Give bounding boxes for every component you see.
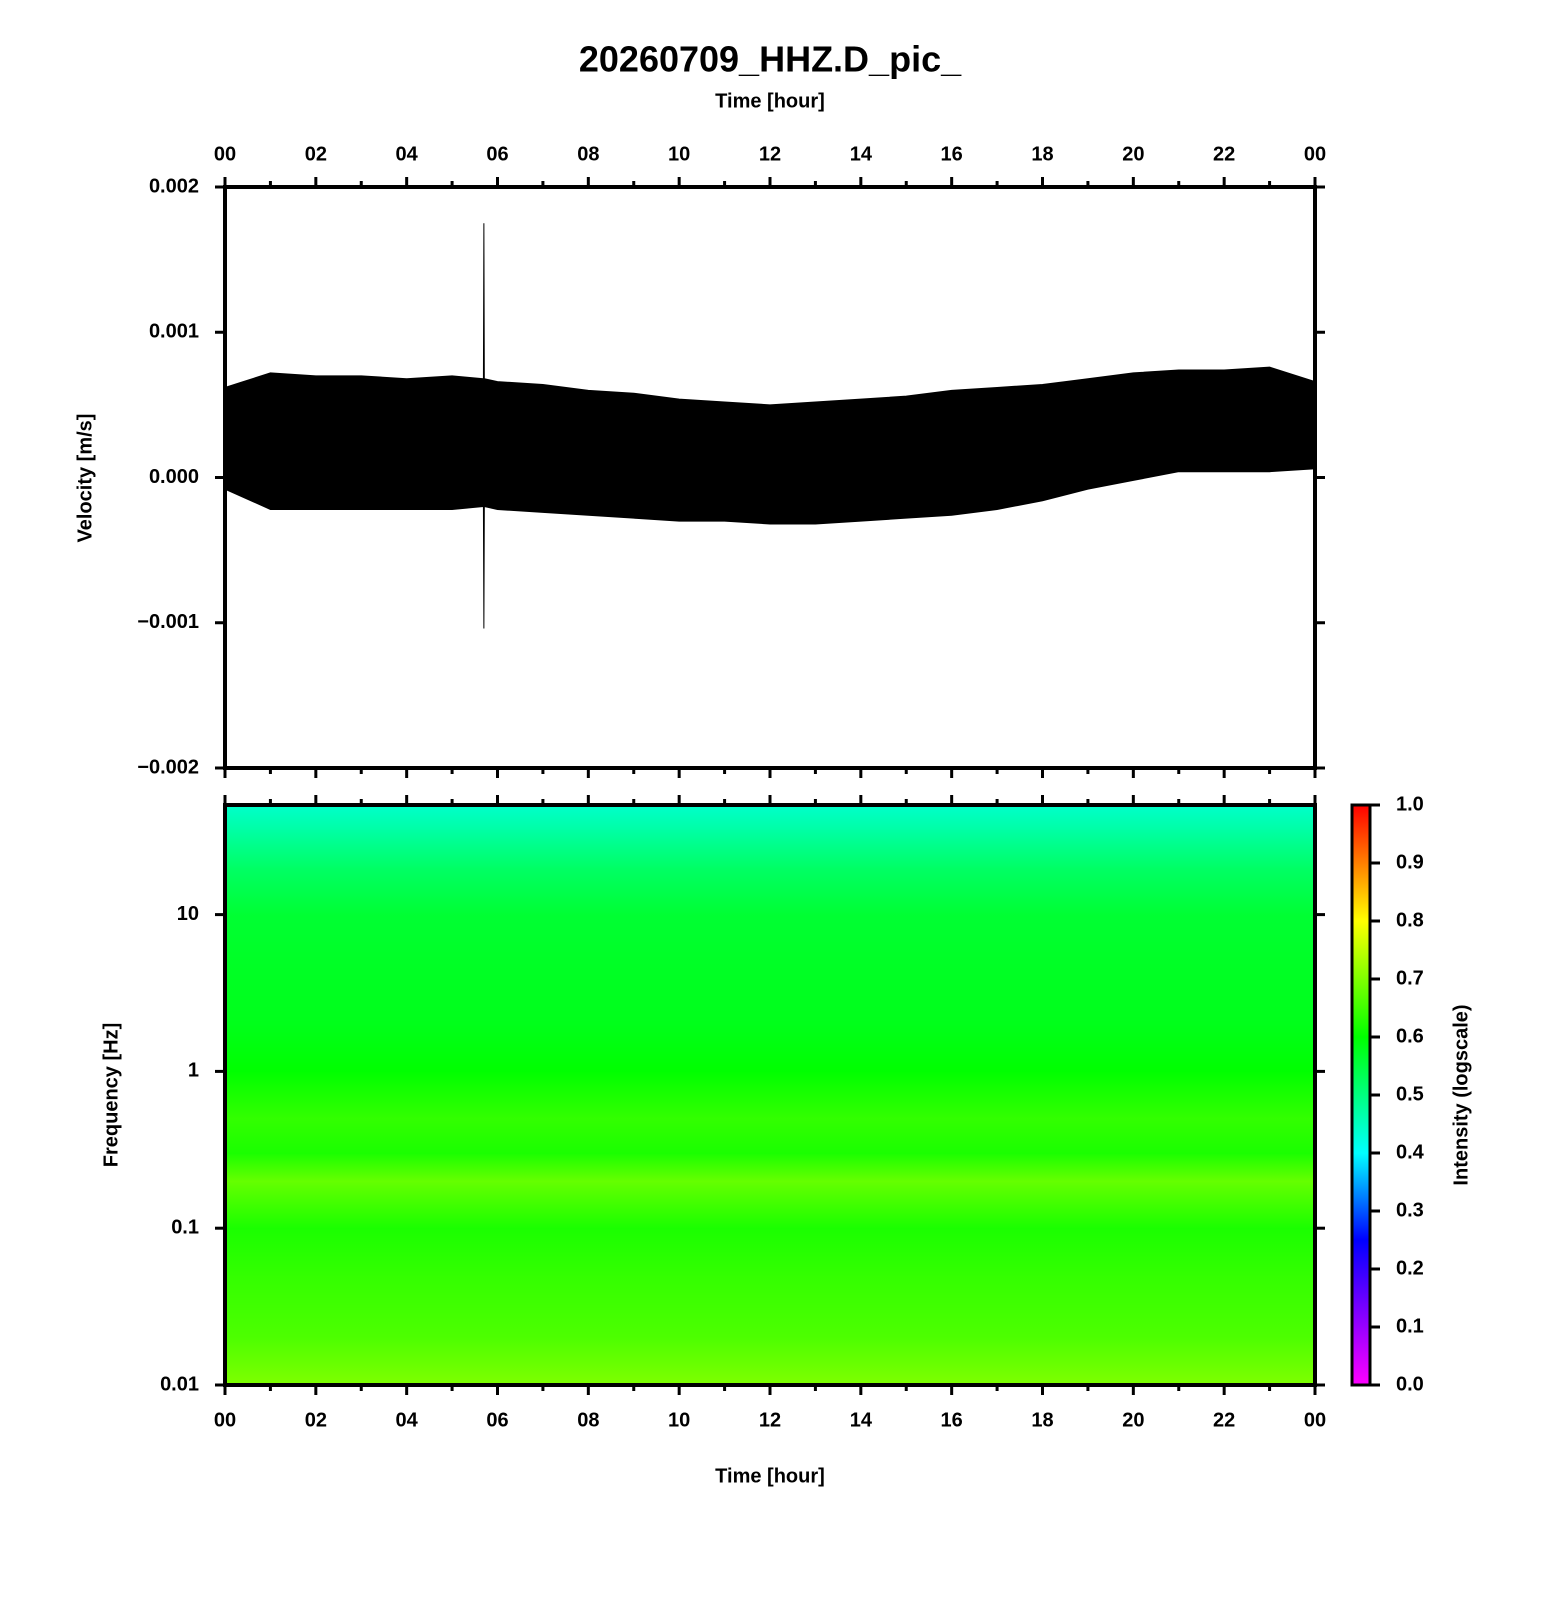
x-tick-label: 10 (668, 143, 690, 165)
y-tick-label: 0.002 (149, 175, 199, 197)
x-tick-label: 06 (486, 1409, 508, 1431)
spectrogram-band (225, 914, 1315, 963)
spectrogram-band (225, 1337, 1315, 1386)
x-tick-label: 00 (214, 1409, 236, 1431)
colorbar-tick-label: 0.7 (1396, 967, 1424, 989)
x-axis-title: Time [hour] (715, 1465, 825, 1487)
colorbar-tick-label: 0.0 (1396, 1373, 1424, 1395)
spectrogram-band (225, 1152, 1315, 1182)
y-axis-title: Frequency [Hz] (100, 1023, 122, 1167)
x-tick-label: 22 (1213, 143, 1235, 165)
spectrogram-band (225, 961, 1315, 1025)
x-tick-label: 22 (1213, 1409, 1235, 1431)
x-tick-label: 06 (486, 143, 508, 165)
x-tick-label: 12 (759, 143, 781, 165)
x-tick-label: 14 (850, 143, 873, 165)
x-tick-label: 18 (1031, 1409, 1053, 1431)
colorbar-tick-label: 0.5 (1396, 1083, 1424, 1105)
y-tick-label: 1 (188, 1060, 199, 1082)
x-axis-title: Time [hour] (715, 90, 825, 112)
x-tick-label: 00 (214, 143, 236, 165)
x-tick-label: 04 (396, 143, 419, 165)
y-tick-label: 10 (177, 903, 199, 925)
spectrogram-band (225, 804, 1315, 830)
waveform-envelope (224, 223, 1316, 629)
x-tick-label: 00 (1304, 143, 1326, 165)
x-tick-label: 14 (850, 1409, 873, 1431)
spectrogram-band (225, 828, 1315, 868)
y-tick-label: 0.000 (149, 466, 199, 488)
x-tick-label: 20 (1122, 143, 1144, 165)
colorbar (1350, 803, 1372, 1387)
colorbar-tick-label: 0.6 (1396, 1025, 1424, 1047)
x-tick-label: 08 (577, 143, 599, 165)
colorbar-title: Intensity (logscale) (1450, 1004, 1472, 1185)
x-tick-label: 04 (396, 1409, 419, 1431)
colorbar-tick-label: 0.1 (1396, 1315, 1424, 1337)
y-axis-title: Velocity [m/s] (74, 414, 96, 543)
colorbar-tick-label: 0.3 (1396, 1199, 1424, 1221)
spectrogram-band (225, 1070, 1315, 1120)
x-tick-label: 02 (305, 1409, 327, 1431)
x-tick-label: 12 (759, 1409, 781, 1431)
colorbar-tick-label: 0.8 (1396, 909, 1424, 931)
y-tick-label: −0.002 (137, 756, 199, 778)
x-tick-label: 10 (668, 1409, 690, 1431)
x-tick-label: 16 (941, 1409, 963, 1431)
spectrogram-band (225, 1180, 1315, 1229)
spectrogram-band (225, 866, 1315, 916)
y-tick-label: −0.001 (137, 611, 199, 633)
y-tick-label: 0.1 (171, 1216, 199, 1238)
x-tick-label: 02 (305, 143, 327, 165)
spectrogram-band (225, 1227, 1315, 1276)
colorbar-tick-label: 0.4 (1396, 1141, 1425, 1163)
x-tick-label: 20 (1122, 1409, 1144, 1431)
x-tick-label: 08 (577, 1409, 599, 1431)
colorbar-tick-label: 0.2 (1396, 1257, 1424, 1279)
colorbar-tick-label: 0.9 (1396, 851, 1424, 873)
x-tick-label: 18 (1031, 143, 1053, 165)
colorbar-tick-label: 1.0 (1396, 793, 1424, 815)
spectrogram-band (225, 1118, 1315, 1154)
y-tick-label: 0.001 (149, 321, 199, 343)
spectrogram-band (225, 1023, 1315, 1072)
chart-title: 20260709_HHZ.D_pic_ (579, 39, 962, 80)
y-tick-label: 0.01 (160, 1373, 199, 1395)
x-tick-label: 16 (941, 143, 963, 165)
x-tick-label: 00 (1304, 1409, 1326, 1431)
spectrogram-band (225, 1274, 1315, 1339)
